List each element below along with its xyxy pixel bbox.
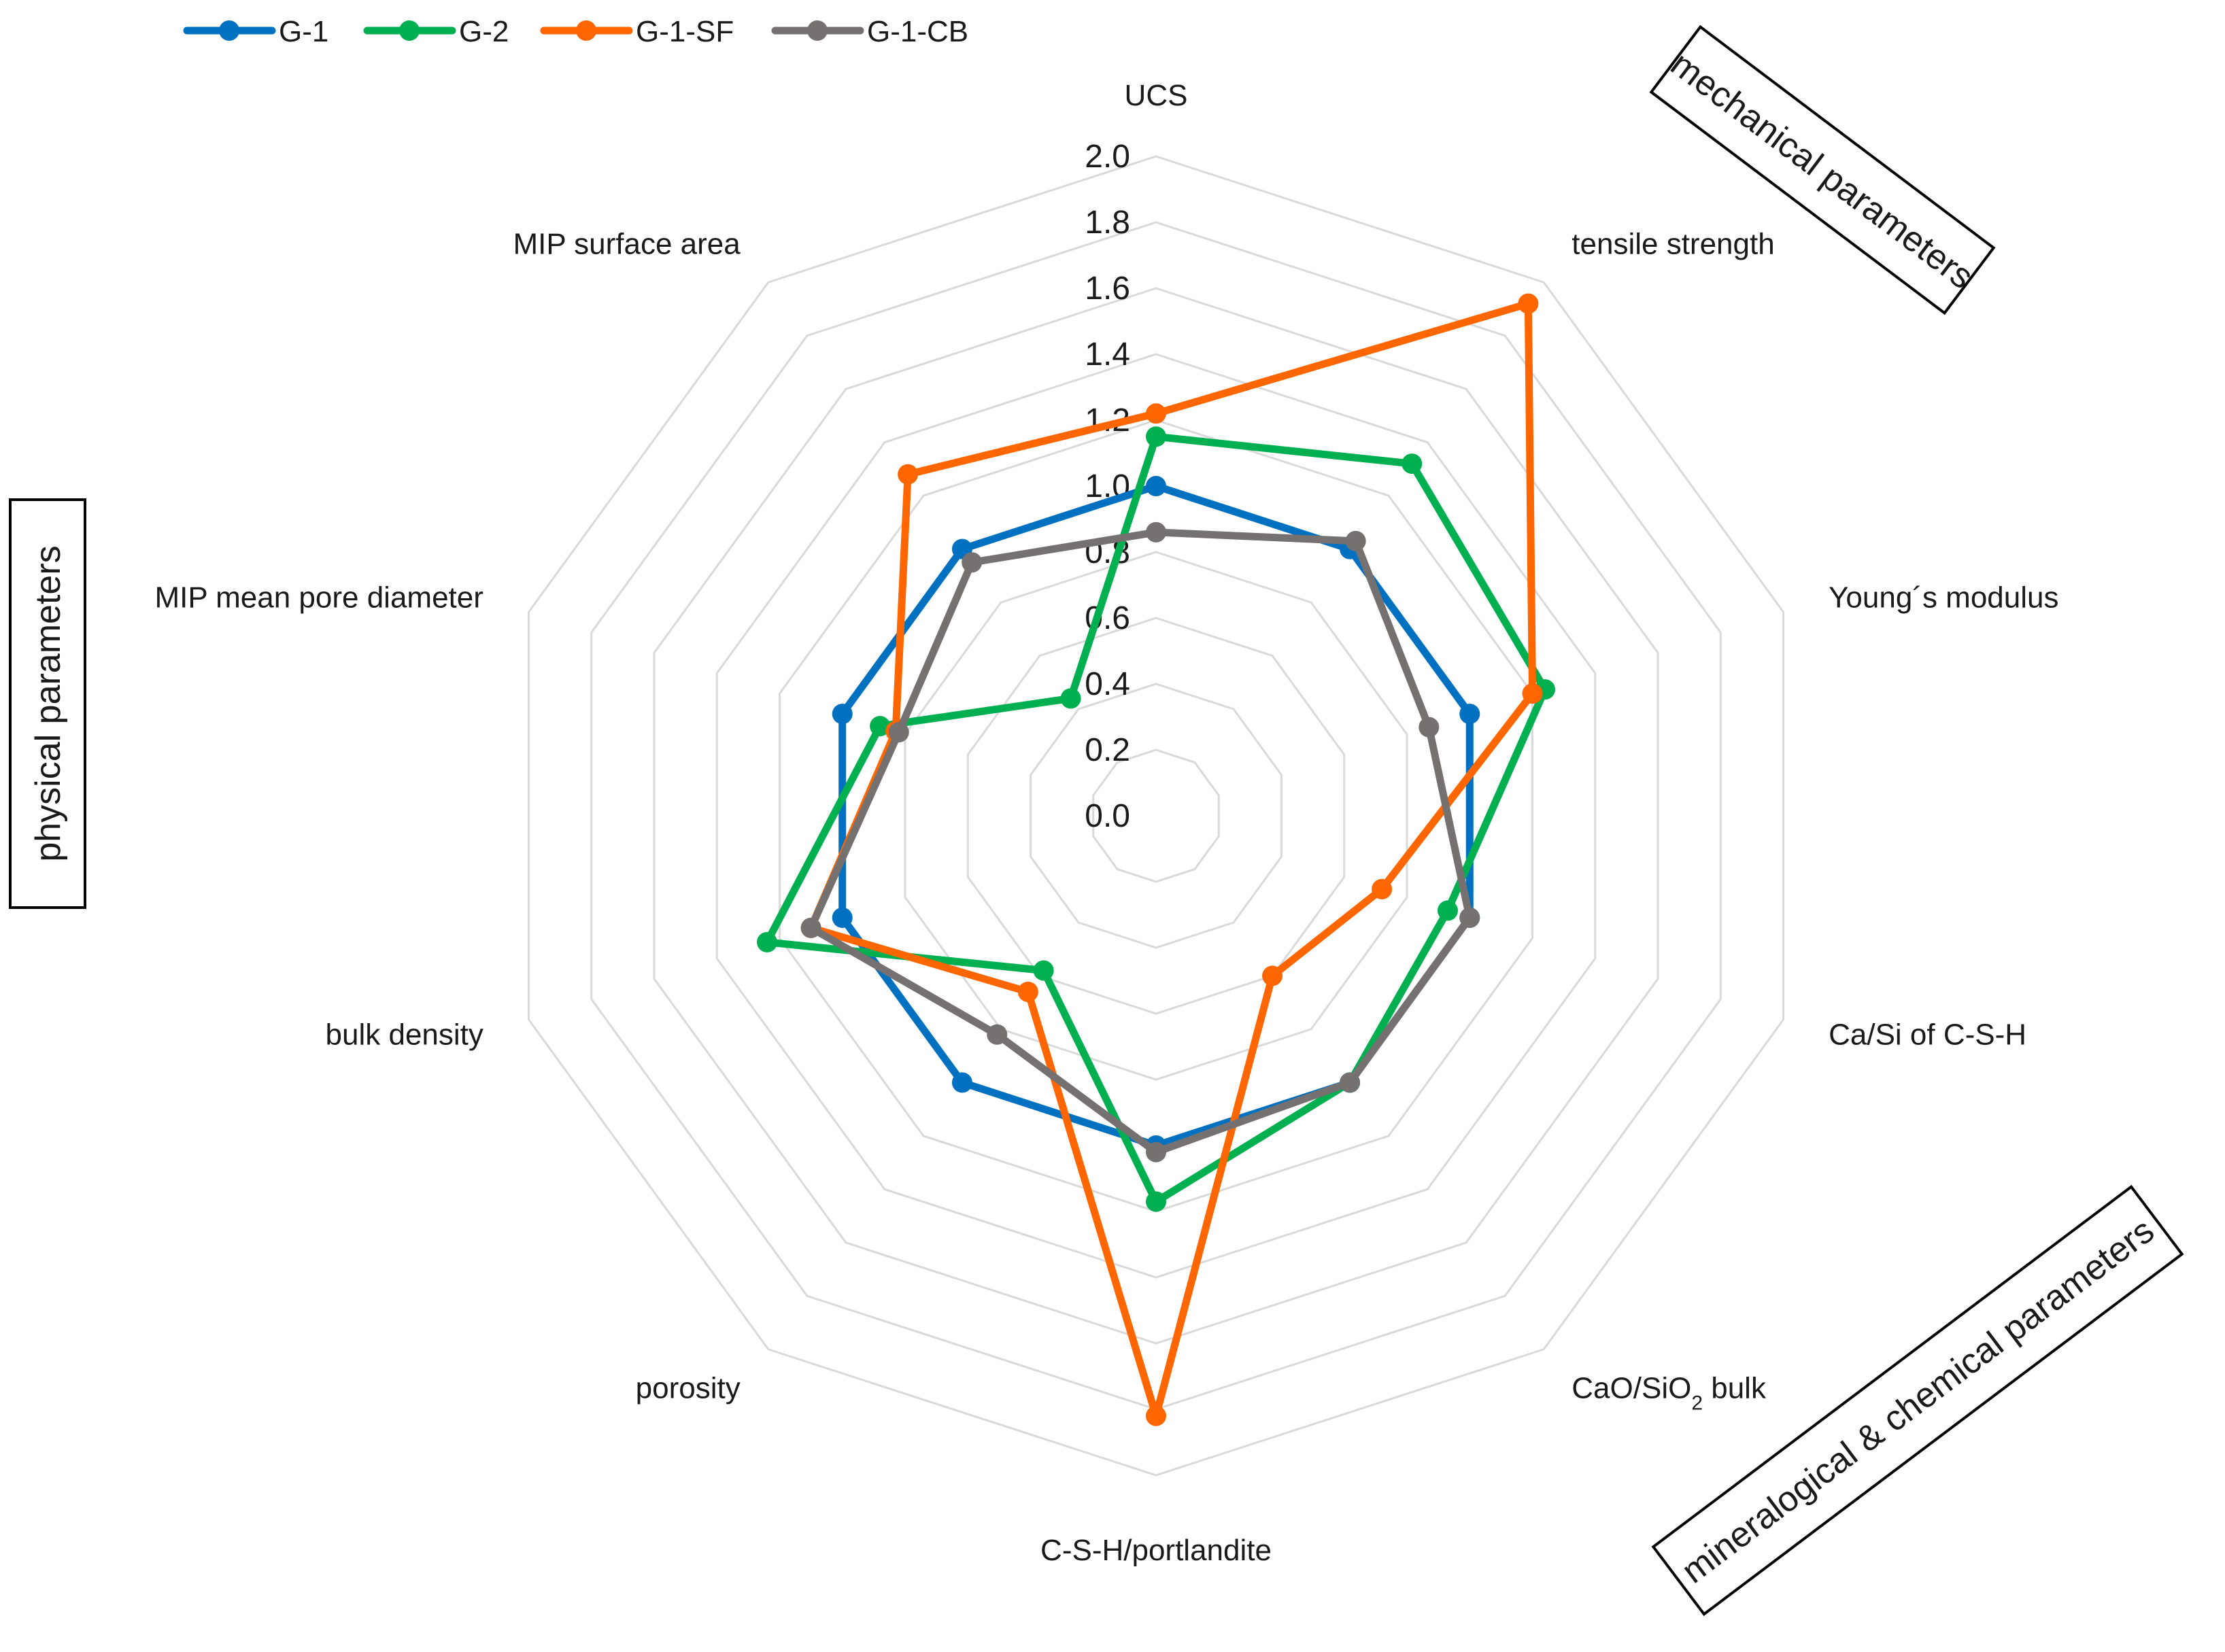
legend-label: G-1-SF — [636, 15, 734, 48]
data-point — [1033, 960, 1054, 981]
data-point — [832, 704, 853, 725]
legend-item: G-1-SF — [540, 15, 734, 48]
legend-label: G-1-CB — [867, 15, 968, 48]
axis-label: Ca/Si of C-S-H — [1829, 1018, 2026, 1051]
data-point — [987, 1024, 1008, 1045]
data-point — [1419, 717, 1440, 738]
grid-ring — [1092, 748, 1220, 883]
legend-swatch-marker — [576, 20, 596, 41]
axis-label: MIP mean pore diameter — [154, 581, 483, 615]
legend-swatch-marker — [399, 20, 420, 41]
data-series — [757, 293, 1555, 1426]
data-point — [1146, 1191, 1166, 1212]
tick-label: 0.4 — [1085, 666, 1130, 702]
data-point — [800, 917, 821, 938]
axis-label: Young´s modulus — [1829, 581, 2058, 615]
data-point — [1146, 403, 1166, 424]
grid-ring — [590, 221, 1722, 1411]
axis-label: CaO/SiO2 bulk — [1572, 1371, 1767, 1414]
axis-labels: UCS tensile strength Young´s modulus Ca/Si … — [154, 79, 2058, 1567]
data-point — [1459, 907, 1480, 928]
data-point — [1437, 900, 1458, 921]
legend-swatch-marker — [219, 20, 239, 41]
grid-ring — [966, 617, 1346, 1015]
series-g-1-cb — [800, 521, 1480, 1163]
data-point — [1340, 1072, 1361, 1093]
tick-label: 1.6 — [1085, 271, 1130, 307]
data-point — [870, 716, 891, 737]
data-point — [1146, 426, 1166, 447]
tick-label: 1.4 — [1085, 337, 1130, 373]
legend-swatch-marker — [807, 20, 828, 41]
data-point — [898, 464, 919, 485]
physical-parameters-label: physical parameters — [29, 545, 68, 861]
series-g-1 — [832, 476, 1480, 1156]
data-point — [1345, 530, 1366, 551]
data-point — [951, 1072, 972, 1093]
tick-label: 0.0 — [1085, 798, 1130, 834]
axis-label: tensile strength — [1572, 228, 1774, 261]
tick-label: 0.2 — [1085, 732, 1130, 768]
grid-ring — [527, 155, 1785, 1477]
legend-item: G-2 — [363, 15, 509, 48]
data-point — [1459, 704, 1480, 725]
legend-label: G-2 — [459, 15, 509, 48]
legend-item: G-1 — [183, 15, 328, 48]
radar-grid — [527, 155, 1785, 1477]
tick-label: 1.8 — [1085, 205, 1130, 241]
mechanical-parameters-box: mechanical parameters — [1649, 24, 1996, 315]
data-point — [1262, 965, 1283, 986]
data-point — [832, 907, 853, 928]
grid-ring — [715, 353, 1597, 1279]
data-point — [757, 931, 778, 952]
data-point — [1146, 476, 1166, 496]
axis-label: bulk density — [326, 1018, 483, 1051]
grid-ring — [904, 551, 1408, 1081]
legend-label: G-1 — [279, 15, 328, 48]
series-line — [807, 300, 1537, 1420]
legend-item: G-1-CB — [771, 15, 968, 48]
axis-label: UCS — [1125, 79, 1188, 112]
data-point — [962, 552, 983, 573]
legend: G-1 G-2 G-1-SF G-1-CB — [183, 15, 968, 48]
grid-ring — [653, 287, 1659, 1345]
data-point — [1146, 1141, 1166, 1163]
axis-label: C-S-H/portlandite — [1040, 1534, 1272, 1567]
series-g-1-sf — [800, 293, 1543, 1426]
grid-ring — [1029, 683, 1283, 949]
data-point — [1518, 293, 1539, 314]
axis-label: porosity — [636, 1371, 741, 1405]
data-point — [1522, 683, 1543, 704]
tick-label: 2.0 — [1085, 139, 1130, 175]
data-point — [1017, 981, 1038, 1002]
data-point — [1372, 878, 1393, 899]
data-point — [1402, 453, 1423, 475]
axis-label: MIP surface area — [513, 228, 741, 261]
data-point — [1146, 1405, 1166, 1426]
data-point — [1146, 521, 1166, 543]
physical-parameters-box: physical parameters — [9, 498, 86, 909]
data-point — [888, 722, 909, 743]
data-point — [1060, 688, 1081, 709]
